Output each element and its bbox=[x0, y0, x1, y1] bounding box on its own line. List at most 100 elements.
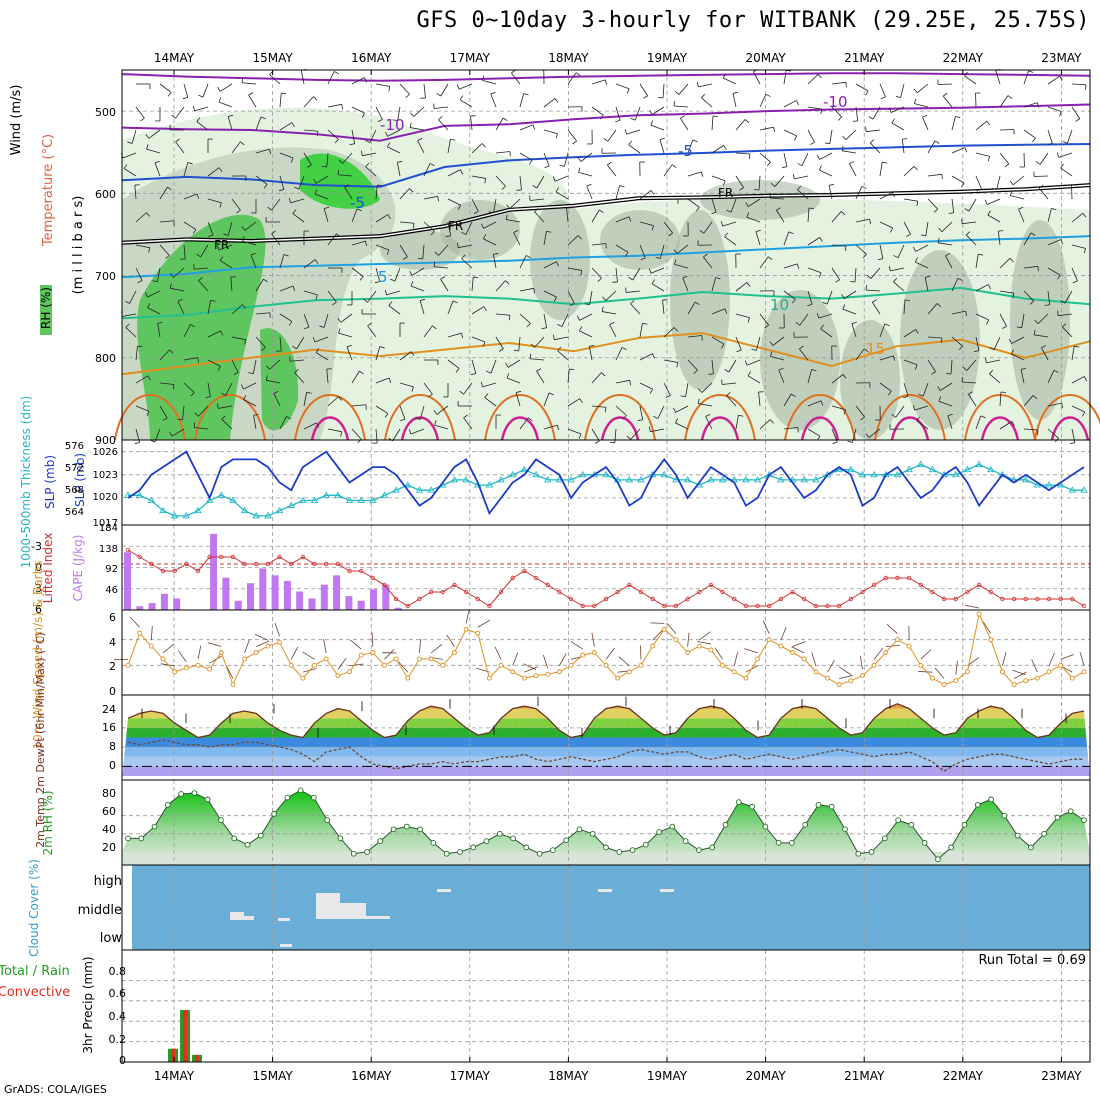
thickness-point bbox=[427, 486, 435, 493]
wind-barb bbox=[872, 302, 881, 315]
wind-barb-flag bbox=[1009, 258, 1014, 263]
isotherm-20-lobe bbox=[484, 394, 556, 441]
wind-barb-flag bbox=[640, 257, 646, 261]
wind-barb bbox=[828, 185, 833, 200]
wind-barb-flag bbox=[344, 184, 350, 188]
wind-barb bbox=[968, 198, 977, 212]
wind-barb bbox=[351, 106, 365, 114]
wind-barb-flag bbox=[417, 257, 423, 260]
ylabel-cape: CAPE (J/kg) bbox=[71, 535, 85, 602]
rh-point bbox=[855, 850, 862, 857]
wind-barb-flag bbox=[197, 357, 199, 363]
wind-barb-flag bbox=[244, 339, 247, 345]
wind-barb bbox=[701, 382, 713, 393]
wind-speed-point bbox=[918, 662, 924, 668]
wind-barb bbox=[922, 382, 929, 397]
wind-barb-flag bbox=[936, 303, 942, 308]
wind-barb bbox=[447, 359, 460, 369]
rh-dark-blob bbox=[440, 200, 520, 260]
rh-point bbox=[762, 823, 769, 830]
rh-point bbox=[496, 830, 503, 837]
wind-barb bbox=[903, 165, 915, 177]
wind-barb bbox=[507, 359, 521, 368]
wind-barb bbox=[602, 311, 617, 315]
wind-barb bbox=[927, 336, 942, 339]
wind-barb-flag bbox=[338, 328, 341, 334]
wind-barb bbox=[807, 73, 819, 85]
wind-barb bbox=[893, 281, 905, 292]
wind-barb-flag bbox=[841, 145, 844, 151]
li-point bbox=[510, 575, 515, 581]
wind-barb-flag bbox=[324, 206, 330, 209]
wind-barb-flag bbox=[861, 185, 867, 189]
wind-barb-flag bbox=[267, 206, 272, 211]
wind-barb-flag bbox=[233, 372, 239, 376]
li-point bbox=[323, 561, 329, 567]
wind-barb bbox=[122, 152, 137, 159]
li-point bbox=[743, 603, 749, 609]
wind-barb bbox=[303, 96, 314, 108]
wind-barb bbox=[492, 254, 497, 269]
wind-barb bbox=[732, 93, 737, 108]
wind-barb-flag bbox=[333, 71, 339, 75]
wind-barb-flag bbox=[534, 208, 539, 213]
wind-speed-point bbox=[778, 643, 784, 649]
wind-barb-flag bbox=[973, 350, 979, 352]
li-point bbox=[207, 554, 212, 560]
surface-wind-barb bbox=[254, 634, 269, 641]
thickness-point bbox=[847, 465, 855, 473]
wind-barb-flag bbox=[701, 93, 706, 99]
wind-barb-flag bbox=[552, 176, 556, 182]
cape-bar bbox=[124, 552, 131, 610]
rh-point bbox=[576, 826, 583, 833]
wind-barb bbox=[351, 428, 362, 440]
wind-barb-flag bbox=[797, 163, 803, 167]
wind-barb-flag bbox=[604, 407, 607, 413]
wind-barb bbox=[513, 232, 521, 246]
bottom-date-label: 16MAY bbox=[351, 1069, 392, 1083]
wind-barb bbox=[399, 351, 412, 361]
thickness-point bbox=[660, 470, 669, 478]
wind-barb bbox=[698, 403, 713, 407]
rh-point bbox=[881, 835, 888, 842]
wind-barb bbox=[724, 236, 737, 246]
isotherm-20-lobe bbox=[874, 394, 946, 441]
wind-barb-flag bbox=[628, 140, 633, 146]
wind-barb-flag bbox=[501, 185, 506, 190]
li-point bbox=[312, 561, 317, 567]
wind-barb-flag bbox=[1060, 163, 1064, 169]
wind-barb-flag bbox=[248, 92, 254, 96]
wind-barb bbox=[975, 175, 982, 190]
wind-barb bbox=[434, 266, 449, 269]
wind-barb bbox=[269, 74, 281, 85]
wind-barb bbox=[1023, 428, 1038, 431]
wind-barb bbox=[914, 405, 929, 411]
wind-speed-point bbox=[475, 630, 481, 636]
wind-barb bbox=[255, 278, 264, 292]
wind-barb bbox=[735, 175, 744, 188]
wind-barb bbox=[591, 372, 602, 384]
thickness-point bbox=[462, 476, 470, 483]
wind-barb-flag bbox=[434, 420, 437, 426]
wind-barb-flag bbox=[470, 373, 476, 376]
wind-barb-flag bbox=[337, 169, 340, 175]
top-date-label: 23MAY bbox=[1041, 51, 1082, 65]
wind-barb-flag bbox=[341, 104, 343, 110]
wind-barb bbox=[975, 120, 988, 131]
wind-barb bbox=[807, 129, 815, 143]
isotherm-line bbox=[121, 103, 1091, 142]
wind-barb bbox=[279, 254, 285, 269]
li-point bbox=[801, 596, 807, 602]
slp-line bbox=[127, 450, 1085, 516]
wind-barb bbox=[711, 308, 726, 315]
thickness-point bbox=[637, 476, 645, 483]
surface-wind-barb bbox=[207, 642, 222, 647]
wind-barb-flag bbox=[473, 276, 479, 279]
wind-barb bbox=[711, 175, 726, 182]
li-point bbox=[918, 582, 923, 588]
wind-barb-flag bbox=[377, 184, 383, 187]
wind-barb-flag bbox=[146, 411, 150, 416]
wind-barb-flag bbox=[964, 71, 968, 77]
wind-barb bbox=[122, 313, 137, 317]
wind-barb bbox=[831, 244, 846, 247]
